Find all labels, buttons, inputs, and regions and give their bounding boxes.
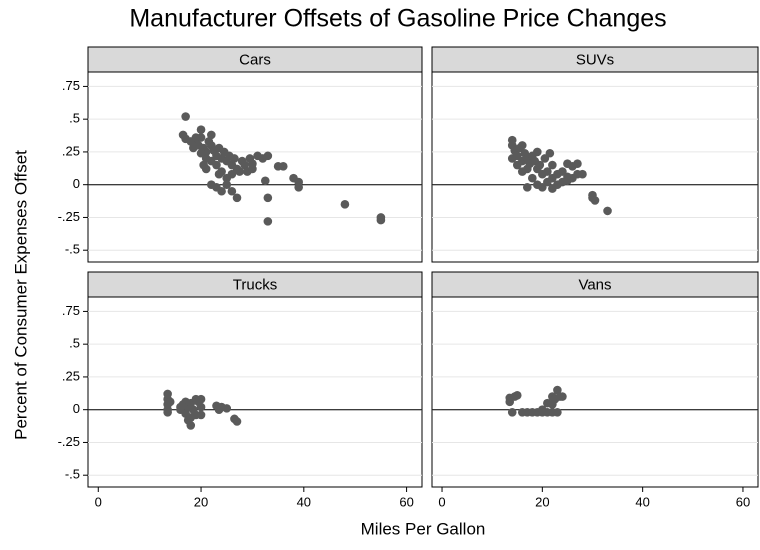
x-tick-label: 0 <box>438 494 445 509</box>
panel-title: Vans <box>578 276 611 293</box>
y-tick-label: .25 <box>62 143 80 158</box>
y-tick-label: .5 <box>69 111 80 126</box>
point <box>545 148 555 158</box>
plot-area <box>431 71 759 263</box>
strip <box>431 46 759 73</box>
point <box>189 143 198 153</box>
point <box>186 413 196 422</box>
x-tick-label: 40 <box>635 494 649 509</box>
y-tick-label: .25 <box>62 368 80 383</box>
x-tick-label: 60 <box>736 494 750 509</box>
point <box>165 397 175 407</box>
panel-title: SUVs <box>576 51 614 68</box>
y-tick-label: -.25 <box>58 434 80 449</box>
x-tick-label: 20 <box>535 494 549 509</box>
point <box>207 130 216 140</box>
point <box>512 390 522 400</box>
point <box>578 169 587 179</box>
y-tick-label: -.5 <box>65 467 80 482</box>
y-axis-title: Percent of Consumer Expenses Offset <box>11 150 30 440</box>
point <box>196 410 206 420</box>
panel-title: Trucks <box>233 276 277 293</box>
point <box>199 160 208 170</box>
y-tick-label: 0 <box>73 176 80 191</box>
point <box>212 160 221 170</box>
plot-area <box>431 296 759 488</box>
point <box>340 200 350 209</box>
point <box>196 394 206 404</box>
plot-area <box>87 296 423 488</box>
chart-title: Manufacturer Offsets of Gasoline Price C… <box>129 5 666 33</box>
y-tick-label: .75 <box>62 78 80 93</box>
point <box>517 141 527 150</box>
y-tick-label: 0 <box>73 401 80 416</box>
point <box>294 183 303 192</box>
point <box>217 186 226 196</box>
point <box>563 176 572 186</box>
point <box>528 173 537 183</box>
point <box>535 160 545 170</box>
y-tick-label: .5 <box>69 336 80 351</box>
x-tick-label: 20 <box>194 494 208 509</box>
point <box>590 196 600 205</box>
point <box>548 400 557 409</box>
y-tick-label: -.25 <box>58 209 80 224</box>
point <box>522 183 532 192</box>
point <box>573 159 582 169</box>
point <box>176 402 185 412</box>
point <box>235 167 244 176</box>
point <box>533 147 542 157</box>
point <box>260 176 270 186</box>
point <box>222 180 232 189</box>
point <box>548 184 557 193</box>
point <box>186 421 196 430</box>
point <box>538 405 547 414</box>
point <box>232 417 242 426</box>
strip <box>87 271 423 298</box>
point <box>278 162 288 171</box>
point <box>507 408 517 417</box>
point <box>196 148 206 158</box>
x-tick-label: 60 <box>399 494 413 509</box>
point <box>230 154 239 163</box>
y-tick-label: -.5 <box>65 242 80 257</box>
point <box>227 169 237 179</box>
x-axis-title: Miles Per Gallon <box>361 519 486 538</box>
point <box>196 402 206 412</box>
point <box>214 169 224 179</box>
panel-title: Cars <box>239 51 271 68</box>
point <box>548 160 557 170</box>
strip <box>87 46 423 73</box>
x-tick-label: 40 <box>297 494 311 509</box>
point <box>558 392 567 401</box>
point <box>248 164 257 174</box>
x-tick-label: 0 <box>95 494 102 509</box>
point <box>222 404 232 413</box>
point <box>553 408 562 417</box>
strip <box>431 271 759 298</box>
point <box>543 167 552 176</box>
point <box>227 186 237 196</box>
point <box>196 125 206 134</box>
point <box>376 215 386 225</box>
point <box>263 151 273 161</box>
point <box>240 160 250 170</box>
point <box>191 133 201 142</box>
y-tick-label: .75 <box>62 303 80 318</box>
point <box>263 193 273 203</box>
point <box>263 217 273 226</box>
point <box>553 385 562 395</box>
point <box>232 193 242 203</box>
point <box>181 112 190 121</box>
point <box>163 408 172 417</box>
point <box>603 206 612 216</box>
